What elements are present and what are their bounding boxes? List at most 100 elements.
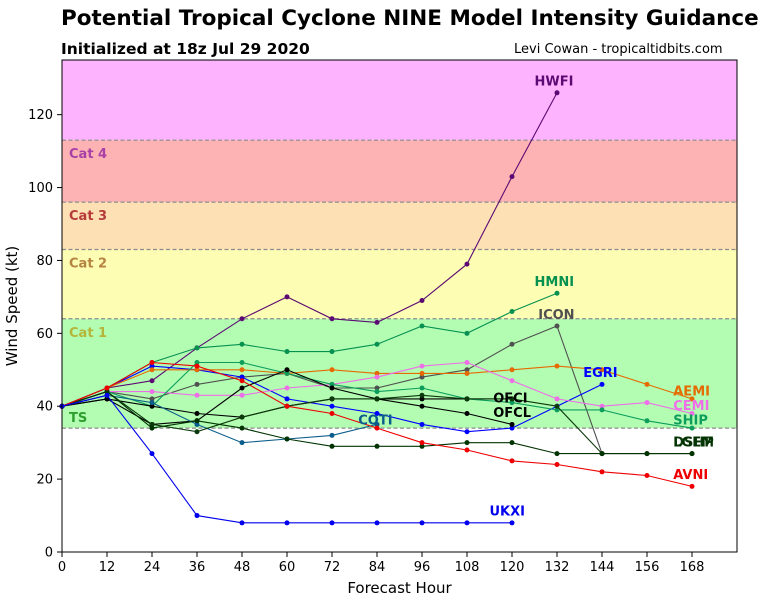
label-egri: EGRI	[583, 366, 617, 381]
data-point	[689, 396, 695, 402]
chart-subtitle: Initialized at 18z Jul 29 2020	[61, 40, 310, 58]
data-point	[554, 323, 560, 329]
data-point	[239, 341, 245, 347]
data-point	[149, 421, 155, 427]
chart-credit: Levi Cowan - tropicaltidbits.com	[514, 42, 723, 57]
data-point	[194, 367, 200, 373]
data-point	[374, 425, 380, 431]
x-tick-label: 12	[99, 560, 116, 575]
data-point	[239, 316, 245, 322]
data-point	[239, 367, 245, 373]
x-axis-label: Forecast Hour	[347, 579, 452, 597]
label-icon: ICON	[538, 308, 574, 323]
data-point	[149, 400, 155, 406]
label-hwfi: HWFI	[535, 75, 574, 90]
y-tick-label: 20	[36, 473, 53, 488]
data-point	[509, 367, 515, 373]
x-tick-label: 72	[324, 560, 341, 575]
x-tick-label: 108	[455, 560, 480, 575]
data-point	[554, 290, 560, 296]
label-ship: SHIP	[673, 413, 708, 428]
data-point	[149, 378, 155, 384]
data-point	[194, 359, 200, 365]
data-point	[284, 367, 290, 373]
data-point	[509, 400, 515, 406]
data-point	[149, 363, 155, 369]
x-tick-label: 120	[500, 560, 525, 575]
band-below-ts	[62, 428, 737, 552]
data-point	[509, 378, 515, 384]
data-point	[509, 174, 515, 180]
data-point	[284, 370, 290, 376]
data-point	[374, 443, 380, 449]
data-point	[554, 403, 560, 409]
data-point	[239, 440, 245, 446]
label-coti: COTI	[358, 413, 392, 428]
data-point	[149, 403, 155, 409]
data-point	[689, 411, 695, 417]
data-point	[419, 392, 425, 398]
band-label: Cat 2	[69, 257, 107, 272]
data-point	[239, 385, 245, 391]
data-point	[284, 349, 290, 355]
data-point	[419, 403, 425, 409]
data-point	[194, 392, 200, 398]
data-point	[419, 443, 425, 449]
band-label: Cat 3	[69, 209, 107, 224]
data-point	[554, 396, 560, 402]
data-point	[239, 520, 245, 526]
band-label: TS	[69, 411, 87, 426]
data-point	[374, 385, 380, 391]
data-point	[329, 396, 335, 402]
x-tick-label: 84	[369, 560, 386, 575]
data-point	[149, 396, 155, 402]
data-point	[329, 403, 335, 409]
x-tick-label: 0	[58, 560, 66, 575]
band-label: Cat 1	[69, 326, 107, 341]
x-tick-label: 24	[144, 560, 161, 575]
data-point	[599, 367, 605, 373]
label-avni: AVNI	[673, 468, 708, 483]
data-point	[329, 349, 335, 355]
data-point	[374, 341, 380, 347]
data-point	[374, 319, 380, 325]
data-point	[194, 363, 200, 369]
data-point	[149, 359, 155, 365]
band-cat-4	[62, 60, 737, 141]
data-point	[464, 330, 470, 336]
label-ukxi: UKXI	[490, 505, 526, 520]
data-point	[509, 425, 515, 431]
data-point	[374, 396, 380, 402]
data-point	[419, 374, 425, 380]
data-point	[509, 520, 515, 526]
data-point	[419, 370, 425, 376]
data-point	[419, 385, 425, 391]
data-point	[464, 429, 470, 435]
data-point	[464, 359, 470, 365]
data-point	[149, 367, 155, 373]
y-tick-label: 40	[36, 400, 53, 415]
label-ofcl: OFCL	[493, 406, 531, 421]
data-point	[509, 440, 515, 446]
data-point	[239, 392, 245, 398]
y-tick-label: 0	[45, 546, 53, 561]
data-point	[104, 392, 110, 398]
data-point	[239, 425, 245, 431]
x-tick-label: 168	[680, 560, 705, 575]
data-point	[644, 451, 650, 457]
data-point	[194, 418, 200, 424]
data-point	[149, 451, 155, 457]
series-dshp	[59, 389, 695, 457]
label-aemi: AEMI	[673, 384, 710, 399]
data-point	[374, 389, 380, 395]
x-tick-label: 96	[414, 560, 431, 575]
band-cat-1	[62, 249, 737, 319]
data-point	[464, 261, 470, 267]
data-point	[329, 443, 335, 449]
data-point	[284, 520, 290, 526]
data-point	[104, 385, 110, 391]
data-point	[554, 90, 560, 96]
data-point	[599, 451, 605, 457]
series-aemi	[59, 363, 695, 409]
